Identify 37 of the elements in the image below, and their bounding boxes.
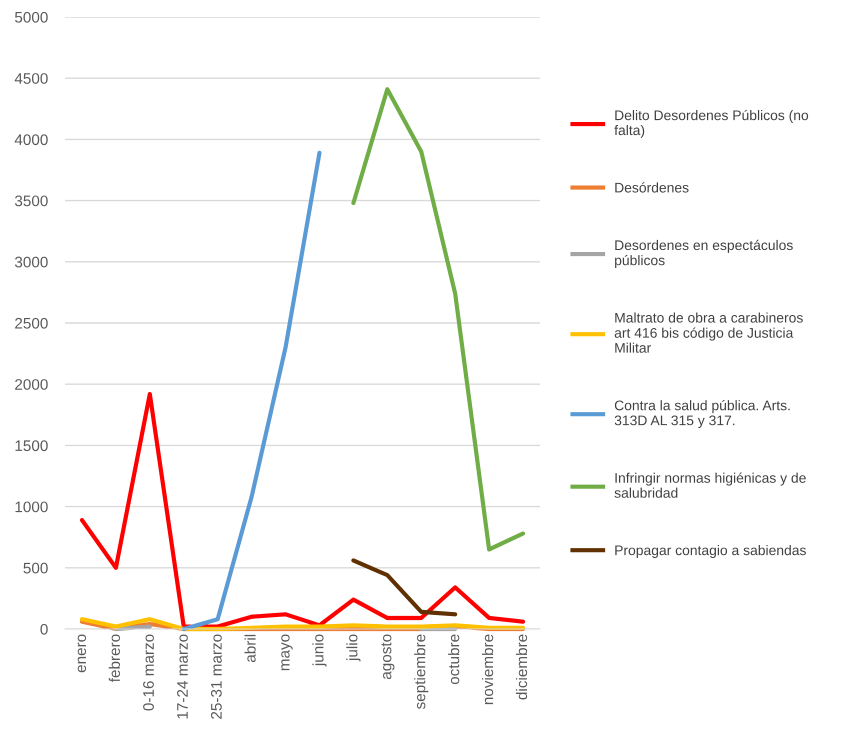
y-tick-label: 1500 bbox=[16, 440, 48, 452]
x-tick-label: diciembre bbox=[516, 634, 528, 700]
y-tick-label: 2000 bbox=[15, 379, 48, 390]
line-series bbox=[182, 150, 322, 632]
x-tick-label: 0-16 marzo bbox=[143, 634, 154, 711]
legend-label: Maltrato de obra a carabineros art 416 bis código de Justicia Militar bbox=[614, 312, 803, 353]
legend-label: Infringir normas higiénicas y de salubridad bbox=[614, 472, 806, 498]
x-tick-label: septiembre bbox=[414, 634, 428, 710]
y-tick-label: 0 bbox=[40, 624, 48, 635]
x-tick-label: 17-24 marzo bbox=[177, 634, 188, 718]
y-tick-label: 2500 bbox=[15, 318, 48, 329]
y-tick-label: 4500 bbox=[14, 73, 48, 84]
line-series bbox=[351, 558, 458, 616]
x-tick-label: noviembre bbox=[482, 634, 494, 704]
x-tick-label: abril bbox=[244, 634, 256, 662]
x-tick-label: febrero bbox=[108, 634, 120, 682]
line-series bbox=[80, 617, 526, 632]
x-tick-label: octubre bbox=[448, 634, 460, 684]
y-tick-label: 500 bbox=[23, 562, 48, 574]
legend-label: Desordenes en espectáculos públicos bbox=[615, 240, 793, 268]
y-tick-label: 5000 bbox=[14, 12, 48, 23]
legend-label: Contra la salud pública. Arts. 313D AL 315 y 317. bbox=[614, 400, 790, 428]
y-tick-label: 3000 bbox=[14, 256, 48, 268]
y-tick-label: 1000 bbox=[16, 501, 48, 512]
y-tick-label: 4000 bbox=[14, 134, 48, 146]
x-tick-label: enero bbox=[78, 634, 86, 672]
x-tick-label: junio bbox=[312, 634, 327, 667]
x-tick-label: mayo bbox=[281, 634, 293, 670]
line-series bbox=[351, 87, 526, 552]
x-tick-label: 25-31 marzo bbox=[210, 634, 222, 719]
line-series bbox=[80, 392, 526, 629]
y-tick-label: 3500 bbox=[14, 195, 48, 206]
legend-label: Delito Desordenes Públicos (no falta) bbox=[614, 110, 808, 138]
x-tick-label: agosto bbox=[381, 634, 394, 680]
x-tick-label: julio bbox=[346, 634, 361, 662]
legend-label: Propagar contagio a sabiendas bbox=[615, 545, 806, 558]
legend-label: Desórdenes bbox=[615, 182, 689, 193]
